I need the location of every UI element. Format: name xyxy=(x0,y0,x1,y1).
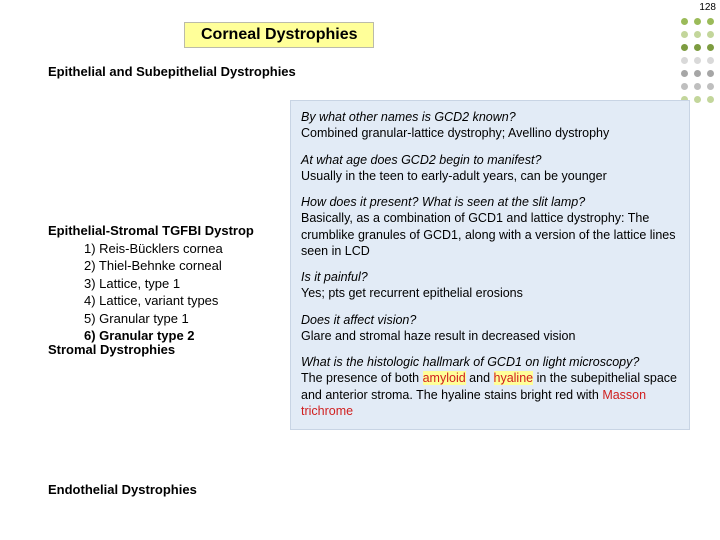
qa-question: Does it affect vision? xyxy=(301,312,679,328)
dot xyxy=(707,18,714,25)
dot xyxy=(694,70,701,77)
qa-answer: Basically, as a combination of GCD1 and … xyxy=(301,210,679,259)
tgfbi-list: Epithelial-Stromal TGFBI Dystrop1) Reis-… xyxy=(48,222,254,345)
dot xyxy=(681,31,688,38)
dot xyxy=(694,31,701,38)
qa-item: How does it present? What is seen at the… xyxy=(301,194,679,259)
dot xyxy=(694,96,701,103)
dot xyxy=(707,96,714,103)
heading-stromal: Stromal Dystrophies xyxy=(48,342,175,357)
list-item: 5) Granular type 1 xyxy=(48,310,254,328)
list-item: 3) Lattice, type 1 xyxy=(48,275,254,293)
dot xyxy=(694,57,701,64)
qa-question: How does it present? What is seen at the… xyxy=(301,194,679,210)
dot xyxy=(707,57,714,64)
qa-question: By what other names is GCD2 known? xyxy=(301,109,679,125)
dot xyxy=(681,57,688,64)
dot xyxy=(707,83,714,90)
term-masson: Masson trichrome xyxy=(301,388,646,418)
dot xyxy=(694,83,701,90)
qa-panel: By what other names is GCD2 known?Combin… xyxy=(290,100,690,430)
qa-item: By what other names is GCD2 known?Combin… xyxy=(301,109,679,142)
dot xyxy=(694,44,701,51)
dot xyxy=(681,70,688,77)
qa-answer: Glare and stromal haze result in decreas… xyxy=(301,328,679,344)
qa-answer: Combined granular-lattice dystrophy; Ave… xyxy=(301,125,679,141)
decorative-dots xyxy=(681,18,714,103)
qa-item: Does it affect vision?Glare and stromal … xyxy=(301,312,679,345)
qa-question: At what age does GCD2 begin to manifest? xyxy=(301,152,679,168)
heading-endothelial: Endothelial Dystrophies xyxy=(48,482,197,497)
dot xyxy=(681,18,688,25)
qa-answer: The presence of both amyloid and hyaline… xyxy=(301,370,679,419)
page-title: Corneal Dystrophies xyxy=(184,22,374,48)
qa-item: Is it painful?Yes; pts get recurrent epi… xyxy=(301,269,679,302)
qa-question: What is the histologic hallmark of GCD1 … xyxy=(301,354,679,370)
list-item: 1) Reis-Bücklers cornea xyxy=(48,240,254,258)
qa-item: What is the histologic hallmark of GCD1 … xyxy=(301,354,679,419)
term-hyaline: hyaline xyxy=(494,371,534,385)
list-item: 2) Thiel-Behnke corneal xyxy=(48,257,254,275)
qa-question: Is it painful? xyxy=(301,269,679,285)
list-title: Epithelial-Stromal TGFBI Dystrop xyxy=(48,222,254,240)
dot xyxy=(707,44,714,51)
dot xyxy=(681,83,688,90)
term-amyloid: amyloid xyxy=(423,371,466,385)
heading-epithelial: Epithelial and Subepithelial Dystrophies xyxy=(48,64,296,79)
qa-answer: Usually in the teen to early-adult years… xyxy=(301,168,679,184)
dot xyxy=(694,18,701,25)
page-number: 128 xyxy=(699,2,716,13)
list-item: 4) Lattice, variant types xyxy=(48,292,254,310)
qa-item: At what age does GCD2 begin to manifest?… xyxy=(301,152,679,185)
qa-answer: Yes; pts get recurrent epithelial erosio… xyxy=(301,285,679,301)
dot xyxy=(681,44,688,51)
dot xyxy=(707,70,714,77)
dot xyxy=(707,31,714,38)
